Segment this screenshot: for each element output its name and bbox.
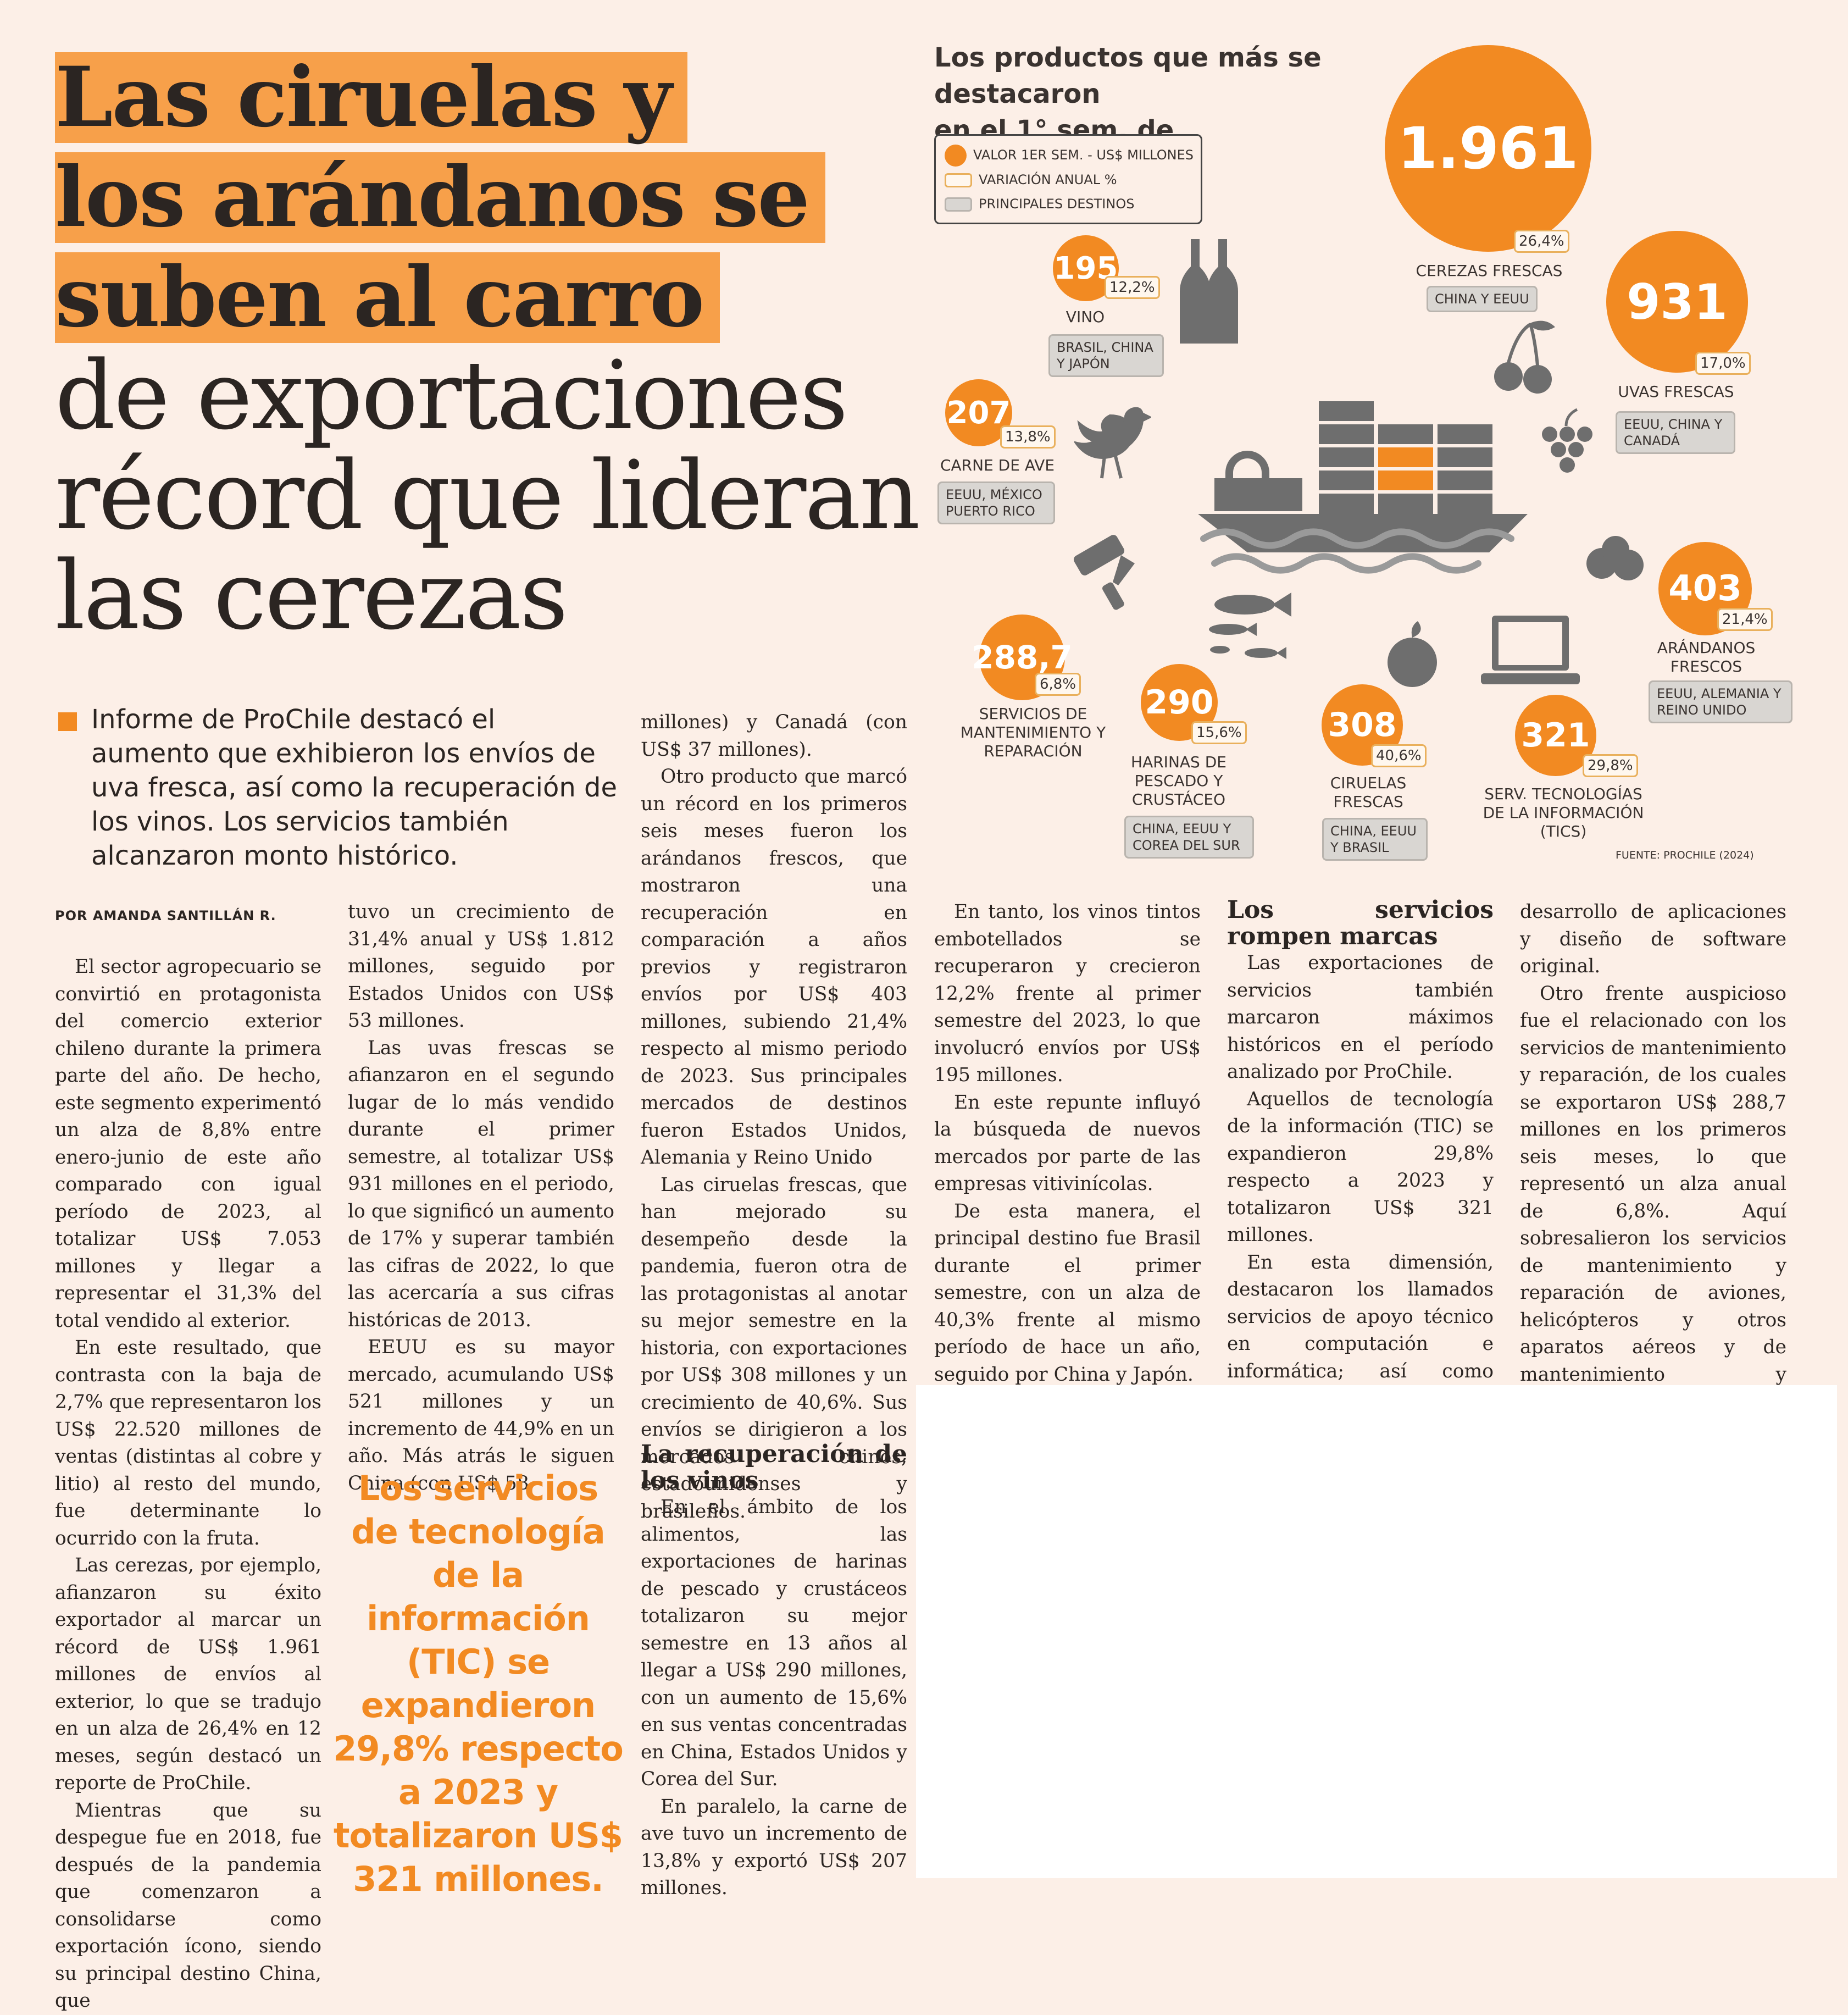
pct-mantenimiento: 6,8% <box>1035 673 1081 696</box>
body-column-5: Los servicios rompen marcas Las exportac… <box>1227 897 1494 1440</box>
pct-vino: 12,2% <box>1105 276 1160 299</box>
paint-roller-icon <box>1073 535 1135 610</box>
paragraph: EEUU es su mayor mercado, acumulando US$… <box>348 1336 614 1494</box>
paragraph: desarrollo de aplicaciones y diseño de s… <box>1520 901 1786 977</box>
body-column-6: desarrollo de aplicaciones y diseño de s… <box>1520 899 1786 1443</box>
legend-destinations-label: PRINCIPALES DESTINOS <box>979 196 1135 212</box>
paragraph: En este resultado, que contrasta con la … <box>55 1337 321 1549</box>
dest-vino: BRASIL, CHINA Y JAPÓN <box>1048 334 1164 377</box>
legend-item-destinations: PRINCIPALES DESTINOS <box>945 196 1134 212</box>
pct-ciruelas: 40,6% <box>1371 744 1427 767</box>
cargo-ship-icon <box>1198 401 1528 574</box>
headline-line-4: de exportaciones <box>55 340 848 451</box>
paragraph: Las exportaciones de servicios también m… <box>1227 952 1494 1083</box>
paragraph: Las uvas frescas se afianzaron en el seg… <box>348 1037 614 1331</box>
paragraph: En tanto, los vinos tintos embotellados … <box>934 901 1201 1086</box>
body-column-2: tuvo un crecimiento de 31,4% anual y US$… <box>348 899 614 1497</box>
body-column-3b: La recuperación de los vinos En el ámbit… <box>641 1441 907 1902</box>
dest-harinas: CHINA, EEUU Y COREA DEL SUR <box>1124 816 1254 859</box>
legend: VALOR 1ER SEM. - US$ MILLONES VARIACIÓN … <box>934 134 1202 224</box>
byline: POR AMANDA SANTILLÁN R. <box>55 908 276 923</box>
label-carne-ave: CARNE DE AVE <box>940 456 1055 474</box>
label-mantenimiento: SERVICIOS DE MANTENIMIENTO Y REPARACIÓN <box>960 705 1106 760</box>
label-uvas: UVAS FRESCAS <box>1618 383 1734 401</box>
body-column-4: En tanto, los vinos tintos embotellados … <box>934 899 1201 1388</box>
pill-swatch-icon <box>945 173 972 187</box>
paragraph: millones) y Canadá (con US$ 37 millones)… <box>641 711 907 761</box>
label-tics: SERV. TECNOLOGÍAS DE LA INFORMACIÓN (TIC… <box>1483 785 1644 840</box>
paragraph: De esta manera, el principal destino fue… <box>934 1200 1201 1386</box>
dest-arandanos: EEUU, ALEMANIA Y REINO UNIDO <box>1649 680 1792 723</box>
pct-cerezas: 26,4% <box>1514 230 1569 253</box>
paragraph: En paralelo, la carne de ave tuvo un inc… <box>641 1795 907 1900</box>
paragraph: Mientras que su despegue fue en 2018, fu… <box>55 1799 321 2012</box>
headline-line-5: récord que lideran <box>55 440 920 551</box>
dest-ciruelas: CHINA, EEUU Y BRASIL <box>1322 818 1428 861</box>
blueberries-icon <box>1586 536 1644 580</box>
headline-line-3: suben al carro <box>55 252 720 343</box>
headline-line-1: Las ciruelas y <box>55 52 688 143</box>
bubble-vino: 195 <box>1053 235 1119 301</box>
infographic-title-line-1: Los productos que más se destacaron <box>934 42 1322 109</box>
subheading-vinos: La recuperación de los vinos <box>641 1440 907 1494</box>
headline-line-6: las cerezas <box>55 540 568 651</box>
paragraph: Otro producto que marcó un récord en los… <box>641 766 907 1169</box>
label-harinas: HARINAS DE PESCADO Y CRUSTÁCEO <box>1131 753 1227 809</box>
paragraph: Las ciruelas frescas, que han mejorado s… <box>641 1173 907 1523</box>
pct-arandanos: 21,4% <box>1717 608 1773 631</box>
bubble-uvas: 931 <box>1606 231 1748 373</box>
dest-uvas: EEUU, CHINA Y CANADÁ <box>1616 411 1735 454</box>
paragraph: tuvo un crecimiento de 31,4% anual y US$… <box>348 901 614 1032</box>
pull-quote: Los servicios de tecnología de la inform… <box>333 1468 624 1899</box>
wine-bottles-icon <box>1180 239 1238 344</box>
legend-item-value: VALOR 1ER SEM. - US$ MILLONES <box>945 145 1194 167</box>
legend-item-variation: VARIACIÓN ANUAL % <box>945 172 1117 187</box>
subheading-servicios: Los servicios rompen marcas <box>1227 896 1494 950</box>
headline-line-2: los arándanos se <box>55 152 825 243</box>
paragraph: Las cerezas, por ejemplo, afianzaron su … <box>55 1554 321 1794</box>
label-cerezas: CEREZAS FRESCAS <box>1416 262 1563 280</box>
bubble-harinas: 290 <box>1141 664 1218 741</box>
chicken-icon <box>1074 407 1151 479</box>
label-arandanos: ARÁNDANOS FRESCOS <box>1657 639 1756 676</box>
paragraph: En este repunte influyó la búsqueda de n… <box>934 1091 1201 1195</box>
label-vino: VINO <box>1065 308 1105 326</box>
grapes-icon <box>1542 408 1592 473</box>
bubble-cerezas: 1.961 <box>1385 45 1591 252</box>
blank-area <box>916 1385 1837 1878</box>
legend-value-label: VALOR 1ER SEM. - US$ MILLONES <box>973 147 1194 163</box>
body-column-1: El sector agropecuario se convirtió en p… <box>55 954 321 2015</box>
lead-bullet <box>58 712 77 731</box>
body-column-3: millones) y Canadá (con US$ 37 millones)… <box>641 709 907 1525</box>
fish-icon <box>1209 593 1291 659</box>
legend-variation-label: VARIACIÓN ANUAL % <box>979 172 1117 187</box>
paragraph: El sector agropecuario se convirtió en p… <box>55 956 321 1332</box>
paragraph: En el ámbito de los alimentos, las expor… <box>641 1496 907 1790</box>
gray-swatch-icon <box>945 197 972 212</box>
orange-dot-icon <box>945 145 967 167</box>
source-note: FUENTE: PROCHILE (2024) <box>1616 849 1754 861</box>
laptop-icon <box>1481 616 1580 684</box>
label-ciruelas: CIRUELAS FRESCAS <box>1330 774 1407 811</box>
plum-icon <box>1388 621 1437 687</box>
paragraph: Otro frente auspicioso fue el relacionad… <box>1520 982 1786 1440</box>
paragraph: Aquellos de tecnología de la información… <box>1227 1088 1494 1247</box>
pct-harinas: 15,6% <box>1191 721 1247 744</box>
pct-carne-ave: 13,8% <box>1000 425 1056 449</box>
dest-cerezas: CHINA Y EEUU <box>1427 286 1538 312</box>
lead-paragraph: Informe de ProChile destacó el aumento q… <box>91 704 618 871</box>
dest-carne-ave: EEUU, MÉXICO PUERTO RICO <box>937 481 1055 524</box>
cherries-icon <box>1494 320 1555 394</box>
pct-uvas: 17,0% <box>1695 352 1751 375</box>
pct-tics: 29,8% <box>1583 754 1638 777</box>
